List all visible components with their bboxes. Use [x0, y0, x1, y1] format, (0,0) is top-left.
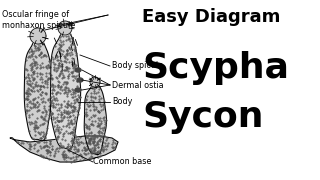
Text: Common base: Common base	[93, 158, 151, 166]
Polygon shape	[50, 28, 81, 149]
Text: Dermal ostia: Dermal ostia	[112, 80, 164, 89]
Text: Sycon: Sycon	[140, 98, 262, 132]
Polygon shape	[30, 28, 46, 44]
Polygon shape	[10, 136, 118, 162]
Text: Scypha: Scypha	[140, 51, 287, 85]
Text: Easy Diagram: Easy Diagram	[142, 8, 280, 26]
Polygon shape	[84, 82, 107, 155]
Text: Sycon: Sycon	[143, 98, 265, 132]
Text: Sycon: Sycon	[140, 102, 262, 136]
Text: Sycon: Sycon	[143, 100, 265, 134]
Polygon shape	[90, 77, 100, 87]
Ellipse shape	[75, 68, 81, 72]
Text: Scypha: Scypha	[143, 50, 291, 84]
Text: Scypha: Scypha	[142, 50, 289, 84]
Text: Scypha: Scypha	[143, 53, 291, 87]
Text: Sycon: Sycon	[142, 102, 263, 136]
Text: Oscular fringe of
monhaxon spicule: Oscular fringe of monhaxon spicule	[2, 10, 75, 30]
Text: Sycon: Sycon	[143, 102, 265, 136]
Text: Scypha: Scypha	[142, 51, 289, 85]
Text: Body: Body	[112, 98, 132, 107]
Polygon shape	[24, 34, 52, 141]
Text: Scypha: Scypha	[143, 51, 291, 85]
Ellipse shape	[75, 88, 81, 92]
Text: Scypha: Scypha	[140, 50, 287, 84]
Text: Sycon: Sycon	[140, 100, 262, 134]
Text: Sycon: Sycon	[142, 98, 263, 132]
Text: Sycon: Sycon	[142, 100, 263, 134]
Text: Body spicule: Body spicule	[112, 62, 163, 71]
Text: Scypha: Scypha	[142, 53, 289, 87]
Polygon shape	[58, 21, 72, 35]
Text: Scypha: Scypha	[140, 53, 287, 87]
Ellipse shape	[77, 78, 83, 82]
